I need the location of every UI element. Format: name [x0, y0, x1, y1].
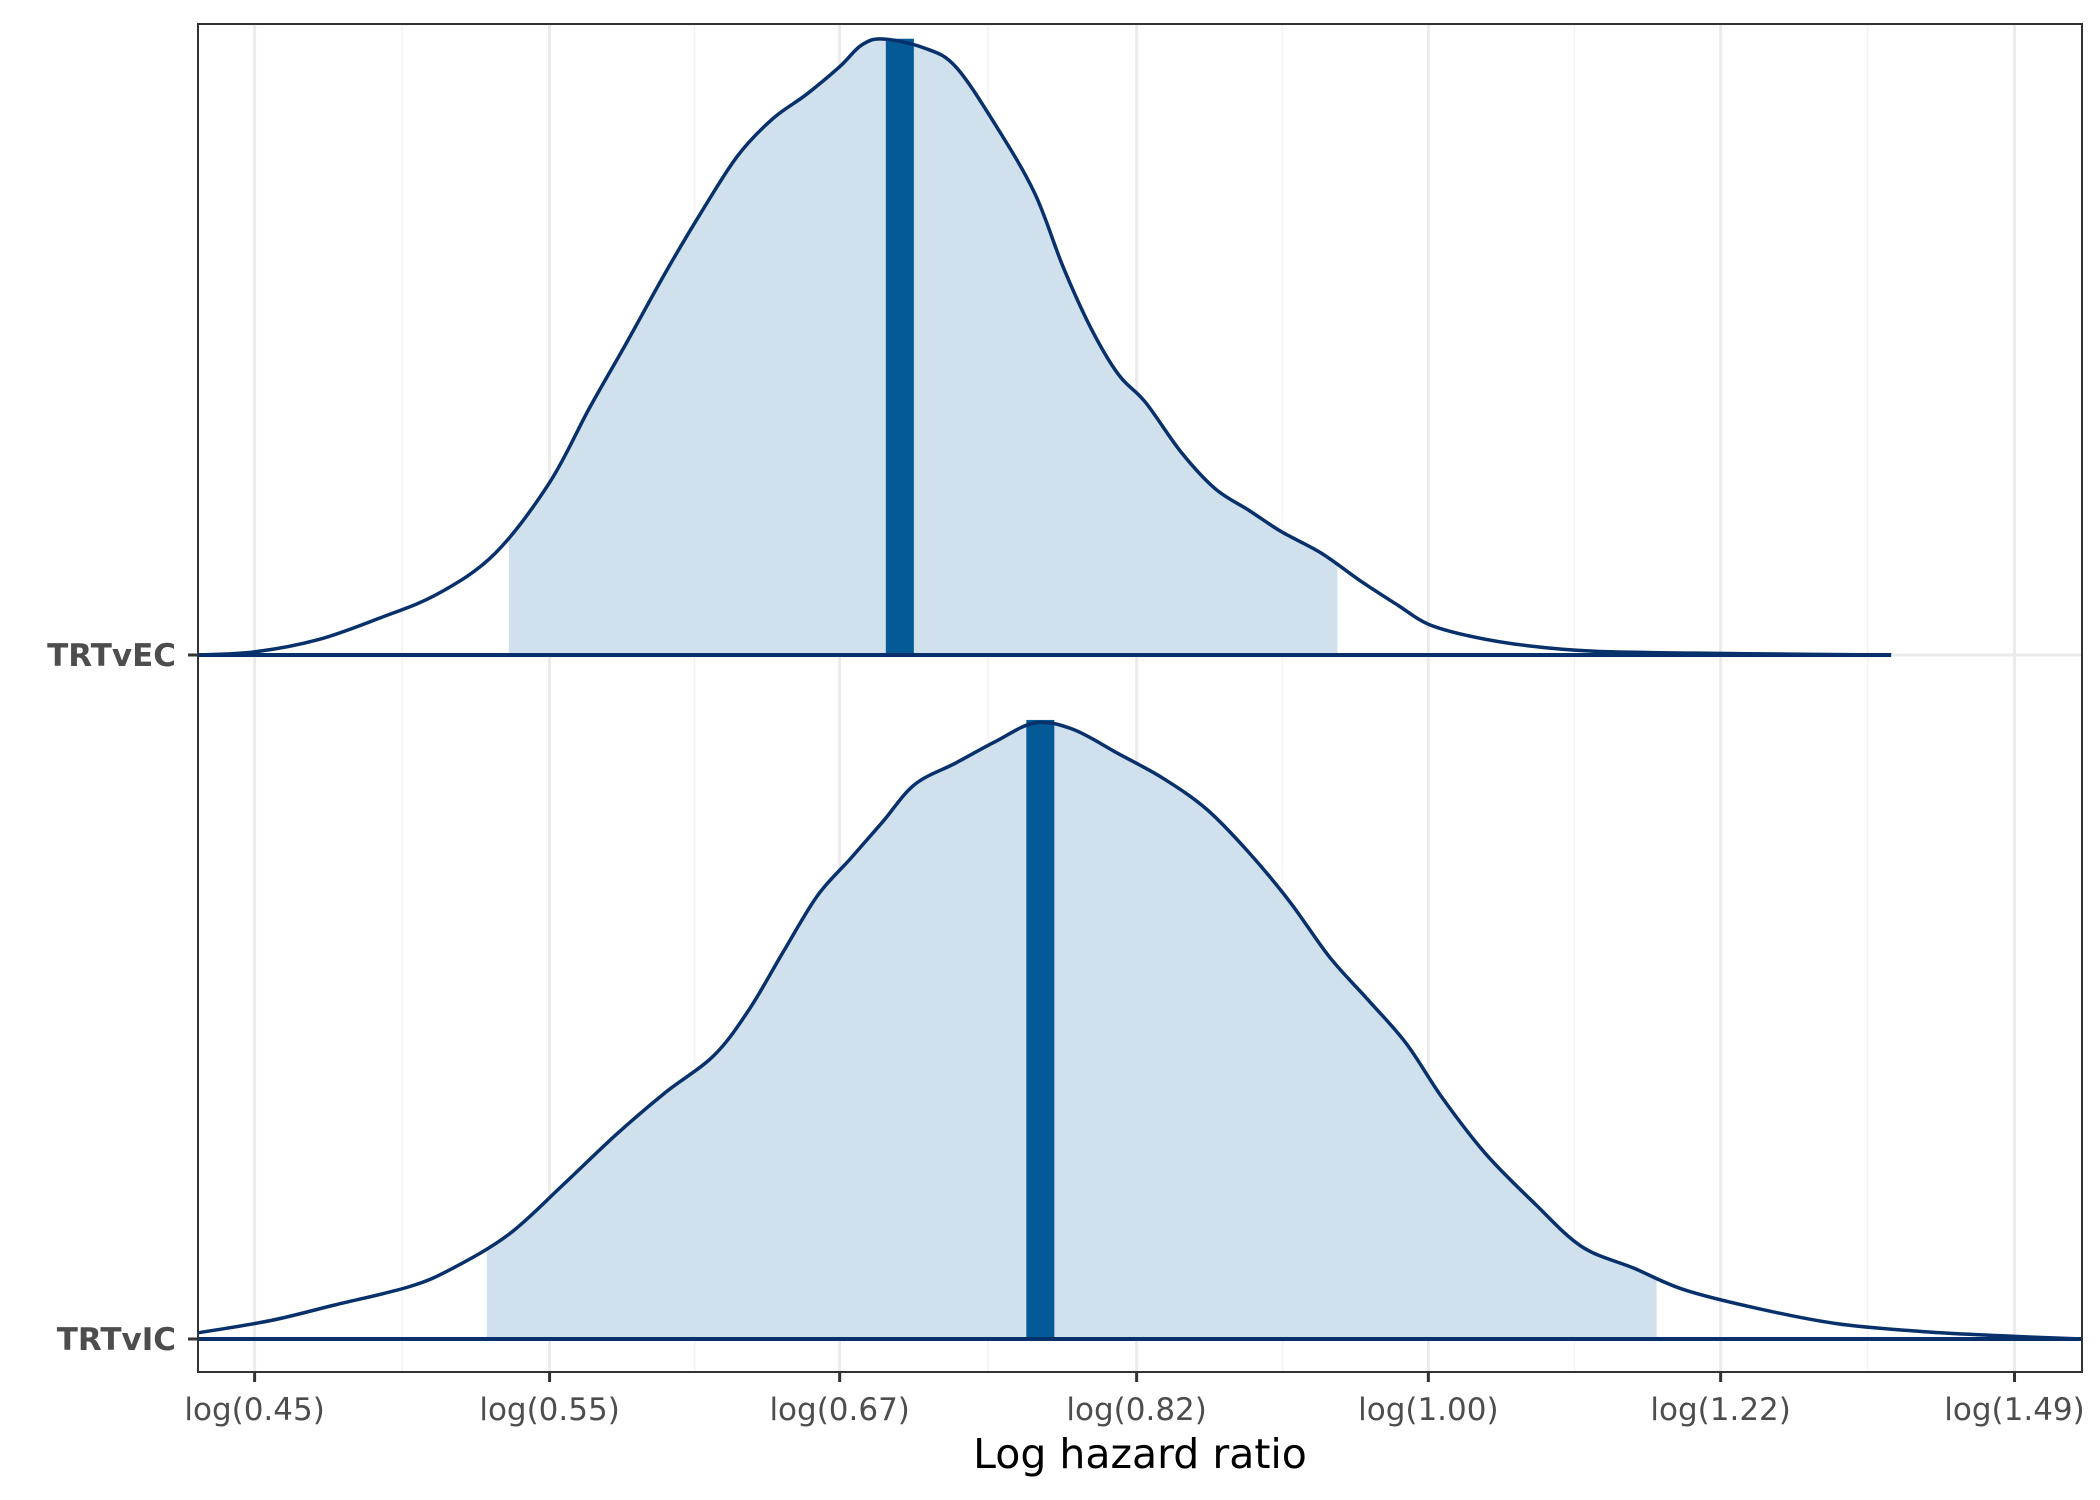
panel-border — [197, 23, 2083, 1373]
interval-area-trtvic — [486, 722, 1657, 1339]
x-tick-label: log(0.67) — [769, 1392, 909, 1428]
interval-area-trtvec — [508, 38, 1338, 655]
panel-layer — [188, 23, 2083, 1382]
x-axis-title: Log hazard ratio — [973, 1430, 1307, 1478]
x-tick-label: log(1.00) — [1358, 1392, 1498, 1428]
x-tick-label: log(1.22) — [1650, 1392, 1790, 1428]
x-tick-label: log(0.45) — [184, 1392, 324, 1428]
y-tick-label-trtvec: TRTvEC — [47, 638, 176, 674]
x-tick-label: log(0.82) — [1066, 1392, 1206, 1428]
x-tick-label: log(0.55) — [479, 1392, 619, 1428]
density-outline-trtvec — [198, 37, 1892, 657]
density-layer — [198, 37, 2082, 1341]
x-tick-label: log(1.49) — [1944, 1392, 2084, 1428]
y-tick-label-trtvic: TRTvIC — [57, 1322, 176, 1358]
median-bar-trtvec — [885, 38, 914, 656]
median-bar-trtvic — [1026, 719, 1055, 1339]
density-outline-trtvic — [198, 720, 2082, 1341]
